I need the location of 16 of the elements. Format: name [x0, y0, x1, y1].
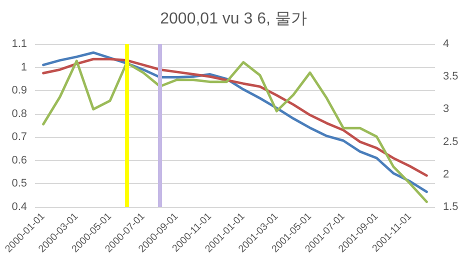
- y-tick-label: 0.6: [12, 154, 27, 166]
- line-series: [42, 58, 428, 177]
- y-tick-label: 0.5: [12, 178, 27, 190]
- y-tick-label: 1: [20, 61, 27, 74]
- y2-tick-label: 3: [443, 103, 450, 116]
- y2-tick-label: 3.5: [443, 70, 458, 83]
- y2-tick-label: 1.5: [443, 201, 458, 213]
- y2-tick-label: 2.5: [443, 136, 458, 148]
- y-tick-label: 0.4: [12, 201, 27, 213]
- y-tick-label: 1.1: [12, 38, 27, 50]
- y-tick-label: 0.8: [12, 108, 27, 120]
- y-tick-label: 0.7: [12, 131, 27, 144]
- chart-title: 2000,01 vu 3 6, 물가: [160, 10, 307, 28]
- y-tick-label: 0.9: [12, 84, 27, 97]
- y2-tick-label: 2: [443, 168, 450, 180]
- y2-tick-label: 4: [443, 38, 450, 50]
